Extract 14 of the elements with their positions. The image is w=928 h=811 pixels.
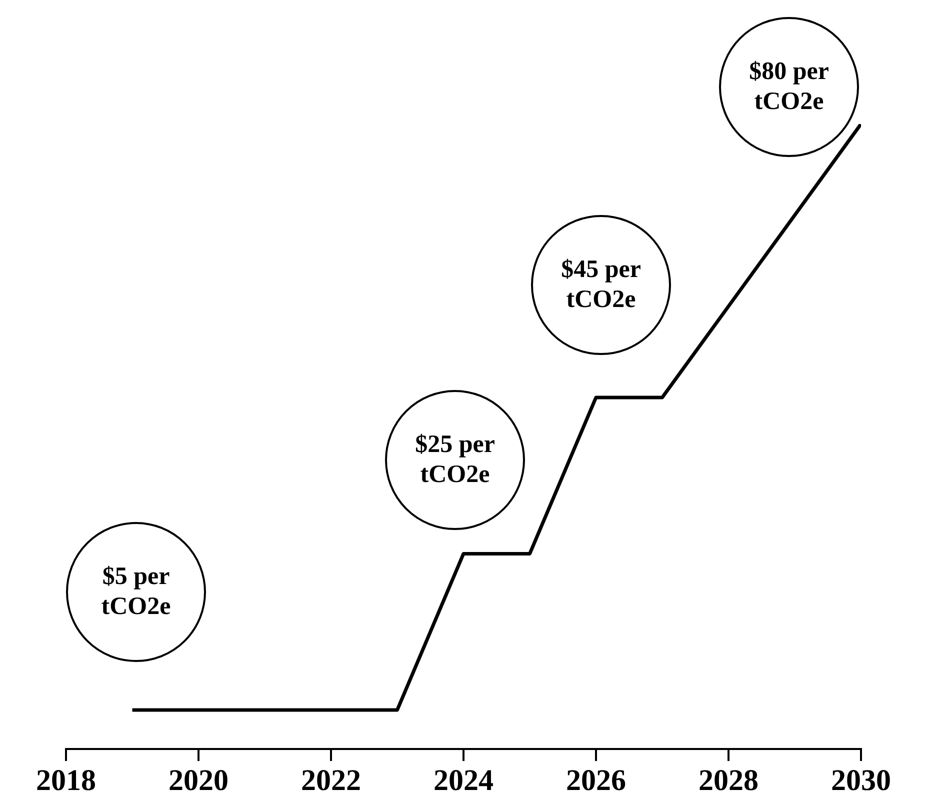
x-tick-label: 2018 [36,764,96,797]
x-tick-label: 2026 [566,764,626,797]
annotation: $45 per tCO2e [561,255,641,315]
x-tick-label: 2024 [434,764,494,797]
x-tick-label: 2030 [831,764,891,797]
annotation: $5 per tCO2e [101,562,171,622]
x-tick-label: 2028 [698,764,758,797]
circle-badge: $5 per tCO2e [66,522,206,662]
annotation: $25 per tCO2e [415,430,495,490]
x-tick-label: 2022 [301,764,361,797]
circle-badge: $45 per tCO2e [531,215,671,355]
x-tick-label: 2020 [168,764,228,797]
circle-badge: $80 per tCO2e [719,17,859,157]
circle-badge: $25 per tCO2e [385,390,525,530]
